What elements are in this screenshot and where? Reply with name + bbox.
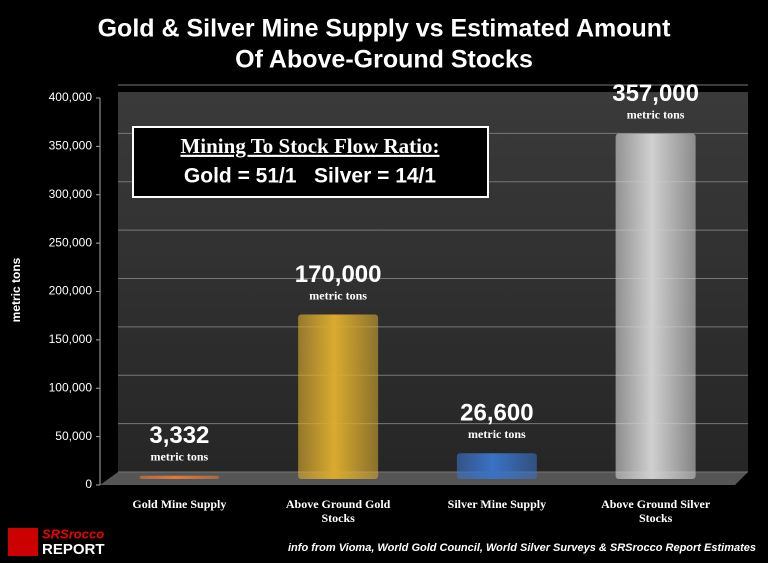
bar xyxy=(615,133,696,480)
source-note: info from Vioma, World Gold Council, Wor… xyxy=(288,542,756,554)
annotation-box xyxy=(132,126,489,198)
y-tick-label: 350,000 xyxy=(49,139,93,153)
y-tick-label: 100,000 xyxy=(49,380,93,394)
value-unit: metric tons xyxy=(309,288,367,302)
y-tick-label: 50,000 xyxy=(55,429,92,443)
bar xyxy=(298,314,379,479)
y-axis-label: metric tons xyxy=(9,257,23,322)
bar xyxy=(139,475,220,479)
x-tick-label: Above Ground Gold Stocks xyxy=(285,497,391,525)
annotation-heading: Mining To Stock Flow Ratio: xyxy=(180,134,439,158)
plot-floor xyxy=(100,472,748,485)
logo-subtitle: REPORT xyxy=(42,541,105,558)
y-tick-label: 200,000 xyxy=(49,284,93,298)
y-tick-label: 150,000 xyxy=(49,332,93,346)
bar xyxy=(456,453,537,479)
chart-title: Gold & Silver Mine Supply vs Estimated A… xyxy=(98,15,671,43)
value-label: 357,000 xyxy=(612,80,699,107)
logo-name: SRSrocco xyxy=(42,526,104,541)
value-unit: metric tons xyxy=(627,107,685,121)
y-tick-label: 0 xyxy=(85,477,92,491)
x-tick-label: Above Ground Silver Stocks xyxy=(601,497,711,525)
value-unit: metric tons xyxy=(468,427,526,441)
value-label: 26,600 xyxy=(460,400,533,427)
annotation-body: Gold = 51/1 Silver = 14/1 xyxy=(184,165,436,188)
y-tick-label: 250,000 xyxy=(49,235,93,249)
value-label: 3,332 xyxy=(149,422,209,449)
y-tick-label: 400,000 xyxy=(49,90,93,104)
value-label: 170,000 xyxy=(295,261,382,288)
chart-title: Of Above-Ground Stocks xyxy=(235,46,533,74)
x-tick-label: Gold Mine Supply xyxy=(132,497,227,511)
value-unit: metric tons xyxy=(151,450,209,464)
logo-icon xyxy=(8,528,38,556)
plot: 0 50,000 100,000 150,000 200,000 250,000 300,0… xyxy=(49,80,748,491)
y-tick-label: 300,000 xyxy=(49,187,93,201)
x-tick-label: Silver Mine Supply xyxy=(447,497,547,511)
